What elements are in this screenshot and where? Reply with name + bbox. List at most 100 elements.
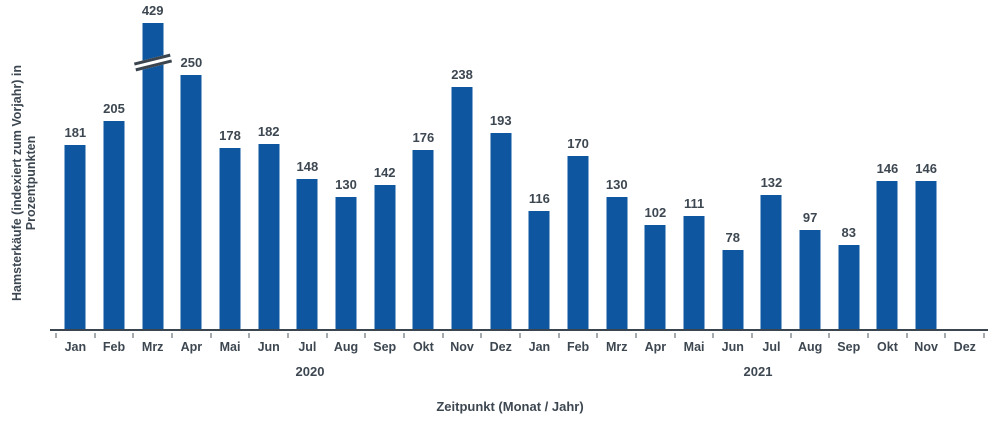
x-axis-tick — [480, 333, 483, 338]
bar-slot-Sep-2021: 83 — [829, 2, 868, 329]
x-axis-tick — [828, 333, 831, 338]
bar-value-label: 181 — [64, 125, 87, 140]
bar-value-label: 193 — [489, 113, 512, 128]
x-tick-label-Nov-2021: Nov — [914, 340, 938, 354]
x-tick-label-Aug-2020: Aug — [333, 340, 359, 354]
x-axis-tick — [905, 333, 908, 338]
bar-value-label: 116 — [528, 191, 550, 206]
year-label-2020: 2020 — [295, 364, 325, 379]
bar-Jun-2020 — [258, 144, 280, 329]
x-axis-tick — [751, 333, 753, 338]
x-axis-tick — [171, 333, 173, 338]
x-axis-tick — [596, 333, 599, 338]
x-axis-line — [50, 329, 988, 331]
year-label-2021: 2021 — [743, 364, 773, 379]
x-axis-tick — [287, 333, 289, 338]
bar-slot-Mrz-2020: 429 — [133, 2, 172, 329]
x-axis-tick — [673, 333, 676, 338]
bar-Nov-2021 — [915, 181, 937, 329]
x-axis-tick — [93, 333, 96, 338]
x-tick-labels-row: Jan Feb Mrz Apr Mai Jun Jul Aug Sep Okt Nov Dez Jan F… — [56, 340, 984, 354]
bar-slot-Okt-2021: 146 — [868, 2, 907, 329]
bar-value-label: 176 — [412, 130, 435, 145]
x-tick-label-Feb-2021: Feb — [566, 340, 590, 354]
bar-Okt-2021 — [876, 181, 898, 329]
x-tick-label-Nov-2020: Nov — [450, 340, 474, 354]
bars-container: 181 205 429 250 178 182 148 130 142 176 238 193 116 1… — [56, 2, 984, 329]
bar-slot-Feb-2021: 170 — [559, 2, 598, 329]
bar-value-label: 250 — [180, 55, 203, 70]
bar-slot-Jun-2020: 182 — [249, 2, 288, 329]
x-tick-label-Apr-2021: Apr — [644, 340, 667, 354]
x-tick-label-Jun-2020: Jun — [257, 340, 280, 354]
bar-value-label: 130 — [605, 177, 628, 192]
bar-slot-Apr-2020: 250 — [172, 2, 211, 329]
bar-slot-Jan-2020: 181 — [56, 2, 95, 329]
x-tick-label-Mrz-2020: Mrz — [141, 340, 164, 354]
x-tick-label-Jan-2021: Jan — [528, 340, 551, 354]
bar-value-label: 142 — [373, 165, 396, 180]
x-tick-label-Mrz-2021: Mrz — [605, 340, 628, 354]
x-axis-tick — [867, 333, 869, 338]
x-tick-label-Jul-2021: Jul — [762, 340, 781, 354]
x-axis-tick — [789, 333, 792, 338]
bar-Dez-2020 — [490, 133, 512, 329]
x-axis-tick — [209, 333, 212, 338]
bar-Aug-2020 — [335, 197, 357, 329]
bar-slot-Mrz-2021: 130 — [597, 2, 636, 329]
bar-Aug-2021 — [799, 230, 821, 329]
x-tick-label-Feb-2020: Feb — [102, 340, 126, 354]
bar-slot-Nov-2020: 238 — [443, 2, 482, 329]
bar-value-label: 182 — [257, 124, 280, 139]
y-axis-title-line2: Prozentpunkten — [24, 135, 38, 231]
x-axis-tick — [712, 333, 715, 338]
bar-value-label: 102 — [644, 205, 667, 220]
bar-slot-Jul-2021: 132 — [752, 2, 791, 329]
bar-Apr-2020 — [180, 75, 202, 329]
bar-slot-Mai-2021: 111 — [675, 2, 714, 329]
bar-Okt-2020 — [412, 150, 434, 329]
plot-area: 181 205 429 250 178 182 148 130 142 176 238 193 116 1… — [50, 0, 988, 338]
x-axis-tick — [557, 333, 560, 338]
bar-Mai-2020 — [219, 148, 241, 329]
bar-Jan-2021 — [528, 211, 550, 329]
bar-Jan-2020 — [64, 145, 86, 329]
bar-slot-Sep-2020: 142 — [365, 2, 404, 329]
bar-value-label: 111 — [683, 196, 705, 211]
bar-value-label: 83 — [841, 225, 856, 240]
bar-slot-Mai-2020: 178 — [211, 2, 250, 329]
x-axis-tick — [325, 333, 328, 338]
bar-Mai-2021 — [683, 216, 705, 329]
y-axis-title: Hamsterkäufe (indexiert zum Vorjahr) in … — [10, 33, 38, 333]
x-axis-tick — [441, 333, 444, 338]
x-tick-label-Sep-2021: Sep — [837, 340, 861, 354]
bar-slot-Jan-2021: 116 — [520, 2, 559, 329]
x-tick-label-Okt-2021: Okt — [877, 340, 898, 354]
bar-slot-Apr-2021: 102 — [636, 2, 675, 329]
x-axis-tick — [364, 333, 367, 338]
bar-value-label: 238 — [451, 67, 473, 82]
bar-slot-Nov-2021: 146 — [907, 2, 946, 329]
x-tick-label-Sep-2020: Sep — [373, 340, 397, 354]
x-tick-label-Aug-2021: Aug — [797, 340, 823, 354]
bar-Feb-2021 — [567, 156, 589, 329]
bar-slot-Aug-2021: 97 — [791, 2, 830, 329]
bar-Mrz-2021 — [606, 197, 628, 329]
x-tick-label-Mai-2021: Mai — [683, 340, 705, 354]
bar-value-label: 170 — [567, 136, 589, 151]
bar-Jul-2020 — [296, 179, 318, 329]
x-tick-label-Jun-2021: Jun — [721, 340, 744, 354]
bar-slot-Okt-2020: 176 — [404, 2, 443, 329]
bar-Apr-2021 — [644, 225, 666, 329]
y-axis-title-line1: Hamsterkäufe (indexiert zum Vorjahr) in — [10, 65, 24, 301]
x-tick-label-Mai-2020: Mai — [219, 340, 241, 354]
bar-Feb-2020 — [103, 121, 125, 329]
bar-value-label: 146 — [915, 161, 937, 176]
bar-value-label: 78 — [725, 230, 740, 245]
bar-value-label: 429 — [141, 3, 164, 18]
bar-slot-Dez-2021 — [945, 2, 984, 329]
bar-Jul-2021 — [760, 195, 782, 329]
x-tick-label-Jul-2020: Jul — [298, 340, 317, 354]
bar-value-label: 132 — [760, 175, 783, 190]
